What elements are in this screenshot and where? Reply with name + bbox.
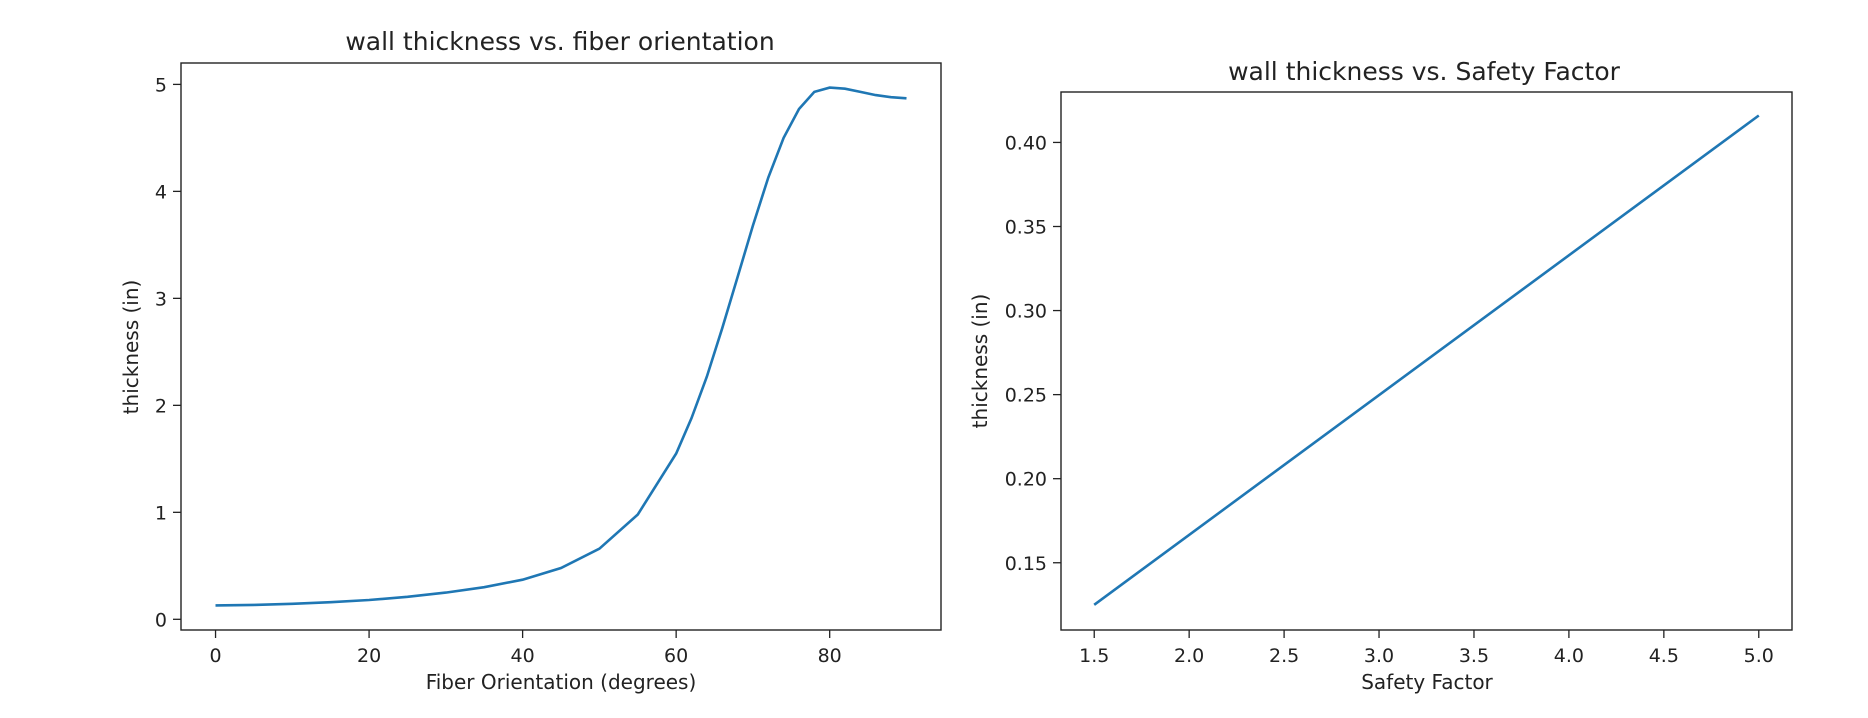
thickness-curve [215,86,907,607]
chart-title: wall thickness vs. fiber orientation [345,27,774,56]
y-tick-label: 0.15 [1005,553,1047,575]
y-tick-label: 4 [155,181,167,203]
y-tick-label: 2 [155,395,167,417]
y-axis-ticks: 0.15 0.20 0.25 0.30 0.35 0.40 [1005,132,1061,575]
y-tick-label: 0.30 [1005,301,1047,323]
x-tick-label: 4.5 [1649,645,1679,667]
y-tick-label: 0.20 [1005,469,1047,491]
y-tick-label: 0.25 [1005,385,1047,407]
y-tick-label: 0.35 [1005,217,1047,239]
chart-title: wall thickness vs. Safety Factor [1228,57,1621,86]
plot-frame [1060,91,1793,631]
x-tick-label: 3.0 [1364,645,1394,667]
x-tick-label: 0 [209,645,221,667]
x-tick-label: 1.5 [1079,645,1109,667]
x-tick-label: 40 [511,645,535,667]
chart-safety-factor: wall thickness vs. Safety Factor 1.5 2.0 2… [968,57,1793,694]
x-tick-label: 3.5 [1459,645,1489,667]
x-tick-label: 2.0 [1174,645,1204,667]
x-tick-label: 2.5 [1269,645,1299,667]
x-tick-label: 20 [357,645,381,667]
y-axis-label: thickness (in) [968,294,992,429]
x-axis-ticks: 0 20 40 60 80 [209,630,842,667]
y-axis-label: thickness (in) [119,280,143,415]
x-tick-label: 4.0 [1554,645,1584,667]
x-axis-ticks: 1.5 2.0 2.5 3.0 3.5 4.0 4.5 5.0 [1079,630,1774,667]
x-axis-label: Safety Factor [1361,670,1493,694]
chart-fiber-orientation: wall thickness vs. fiber orientation 0 20… [119,27,942,694]
y-tick-label: 1 [155,502,167,524]
plot-frame [180,62,942,631]
y-tick-label: 0.40 [1005,132,1047,154]
y-tick-label: 0 [155,609,167,631]
y-tick-label: 3 [155,288,167,310]
x-tick-label: 80 [818,645,842,667]
x-tick-label: 5.0 [1744,645,1774,667]
y-axis-ticks: 0 1 2 3 4 5 [155,74,181,631]
x-axis-label: Fiber Orientation (degrees) [426,670,697,694]
x-tick-label: 60 [664,645,688,667]
thickness-line [1093,114,1760,606]
y-tick-label: 5 [155,74,167,96]
